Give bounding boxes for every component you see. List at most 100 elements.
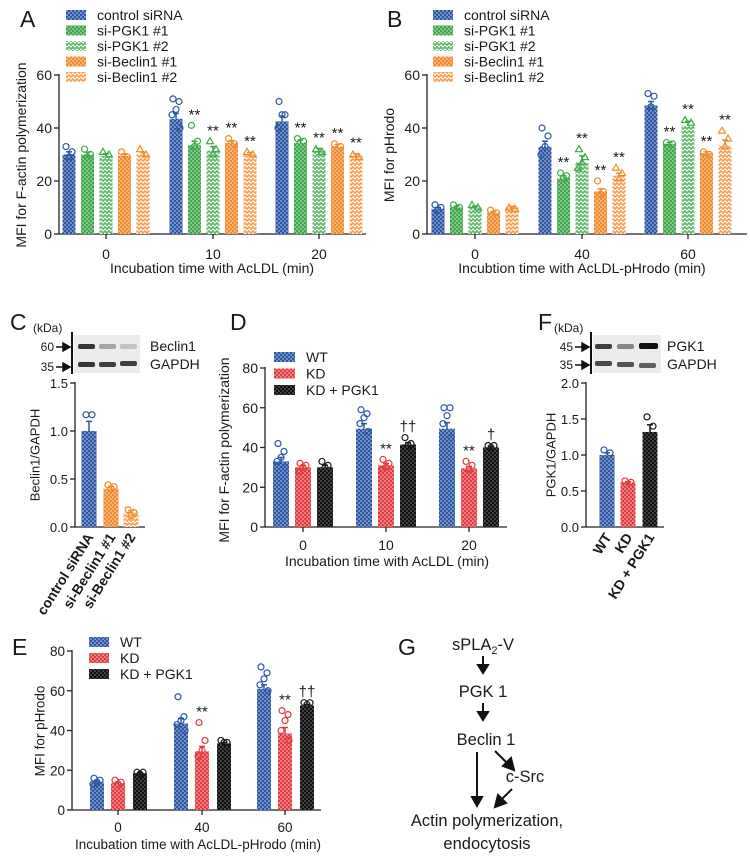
data-point <box>606 449 614 457</box>
band <box>99 344 116 349</box>
data-point <box>574 144 584 153</box>
panel-label-g: G <box>398 634 416 660</box>
data-point <box>275 97 283 106</box>
series-kd-pgk1: †† † <box>317 419 499 527</box>
bar <box>317 467 333 527</box>
data-point <box>175 97 183 106</box>
legend-label: si-PGK1 #1 <box>464 23 536 39</box>
bar <box>718 145 732 234</box>
marker-arrow-icon <box>56 341 72 373</box>
data-point <box>486 206 495 214</box>
data-point <box>404 441 412 450</box>
bar <box>273 461 289 527</box>
legend-label: KD <box>120 650 139 666</box>
data-point <box>311 144 321 153</box>
legend-label: KD <box>306 366 325 382</box>
y-tick-label: 0 <box>250 519 258 535</box>
data-point <box>650 92 658 100</box>
legend-label: control siRNA <box>97 7 183 23</box>
data-point <box>173 720 181 729</box>
bar <box>575 162 589 234</box>
data-point <box>278 707 286 715</box>
data-point <box>455 203 464 212</box>
data-point <box>644 89 652 98</box>
bar <box>312 150 326 234</box>
data-point <box>194 752 202 760</box>
bar <box>90 782 104 810</box>
y-tick-label: 60 <box>50 684 65 699</box>
data-point <box>596 190 605 198</box>
bar <box>169 118 183 234</box>
bar <box>468 207 482 234</box>
data-point <box>242 147 252 155</box>
data-point <box>443 412 451 420</box>
data-point <box>379 455 387 464</box>
data-point <box>643 413 651 421</box>
y-tick-label: 0.5 <box>50 472 68 487</box>
legend-label: si-PGK1 #1 <box>97 23 169 39</box>
data-point <box>600 446 608 454</box>
y-tick-label: 40 <box>50 724 65 739</box>
node-pgk1: PGK 1 <box>459 683 508 701</box>
data-point <box>593 177 602 185</box>
legend-label: si-Beclin1 #2 <box>464 69 544 85</box>
legend-swatch <box>274 352 295 362</box>
western-blot-f: (kDa) 45 35 PGK1 GAPDH <box>554 321 717 374</box>
data-point <box>83 153 92 161</box>
data-point <box>168 111 176 119</box>
data-point <box>544 132 552 140</box>
bar <box>378 465 394 527</box>
y-tick-label: 1.5 <box>561 412 579 427</box>
data-point <box>439 420 447 428</box>
node-endocytosis: endocytosis <box>443 835 530 853</box>
data-point <box>504 202 514 211</box>
significance-mark: ** <box>189 106 201 123</box>
data-point <box>68 148 76 156</box>
marker-35: 35 <box>41 360 55 374</box>
significance-mark: ** <box>244 133 256 150</box>
marker-arrow-icon <box>575 341 591 371</box>
marker-35: 35 <box>560 358 574 372</box>
bar <box>206 150 220 234</box>
data-point <box>172 105 180 114</box>
data-point <box>80 145 89 153</box>
legend-label: KD + PGK1 <box>120 666 193 682</box>
band <box>617 362 634 367</box>
bar <box>349 155 363 234</box>
data-point <box>136 770 144 778</box>
legend-swatch <box>66 72 86 82</box>
bar <box>295 467 311 527</box>
panel-label-c: C <box>10 309 27 335</box>
data-point <box>88 411 96 419</box>
data-point <box>299 137 308 145</box>
data-point <box>104 149 114 158</box>
data-point <box>198 746 206 754</box>
node-suffix: -V <box>498 636 515 654</box>
data-point <box>447 433 455 442</box>
legend-swatch <box>274 385 295 395</box>
x-tick-label: 0 <box>114 820 122 835</box>
bar <box>81 431 97 527</box>
bar <box>133 773 147 810</box>
significance-mark: †† <box>400 419 417 436</box>
significance-mark: ** <box>682 101 694 118</box>
arrow-head-icon <box>493 793 508 809</box>
data-point <box>357 406 365 414</box>
bar <box>483 447 499 527</box>
bar <box>594 191 607 234</box>
y-tick-label: 0 <box>44 226 52 242</box>
y-tick-label: 1.0 <box>561 448 579 463</box>
legend-swatch <box>433 25 453 36</box>
data-point <box>273 457 281 466</box>
data-point <box>256 681 264 689</box>
data-point <box>98 147 108 155</box>
node-subscript: 2 <box>491 645 497 657</box>
node-actin-polymerization: Actin polymerization, <box>411 812 563 830</box>
significance-mark: ** <box>380 440 392 457</box>
data-point <box>467 200 477 208</box>
arrow-head-icon <box>476 711 490 722</box>
bar <box>225 142 238 234</box>
